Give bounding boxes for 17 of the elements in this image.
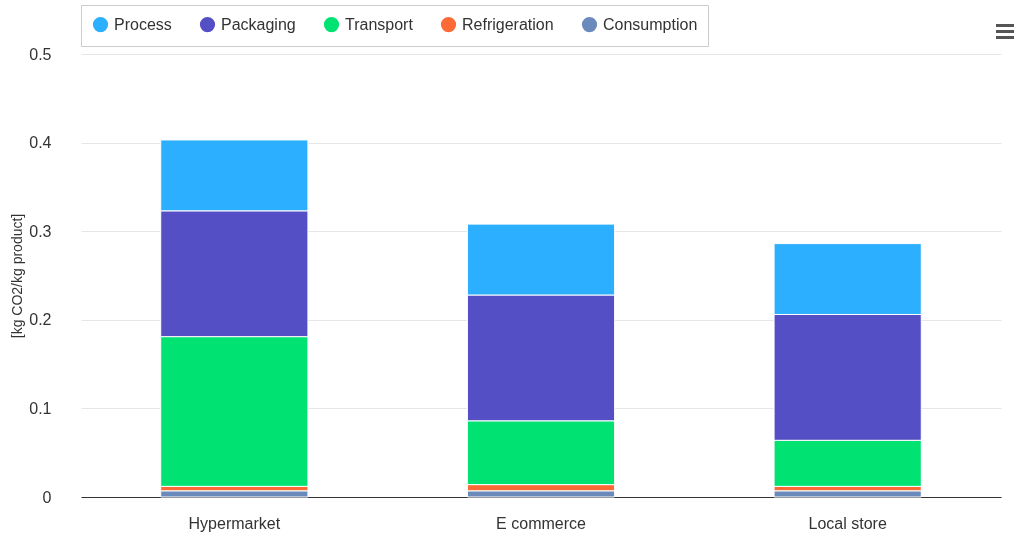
x-tick-label: Local store [808, 514, 887, 532]
y-axis-title: [kg CO2/kg product] [9, 213, 26, 339]
legend-label: Refrigeration [462, 15, 554, 33]
bar [773, 490, 922, 498]
y-tick-label: 0.4 [29, 134, 52, 152]
legend-label: Transport [345, 15, 414, 33]
y-tick-label: 0 [42, 488, 52, 506]
legend-label: Packaging [221, 15, 296, 33]
x-tick-label: E commerce [496, 514, 586, 532]
legend-label: Process [114, 15, 172, 33]
y-tick-label: 0.3 [29, 222, 52, 240]
y-tick-label: 0.1 [29, 399, 52, 417]
legend-label: Consumption [603, 15, 698, 33]
x-tick-label: Hypermarket [188, 514, 281, 532]
y-tick-label: 0.2 [29, 311, 52, 329]
y-tick-label: 0.5 [29, 45, 52, 63]
bar [160, 490, 309, 498]
